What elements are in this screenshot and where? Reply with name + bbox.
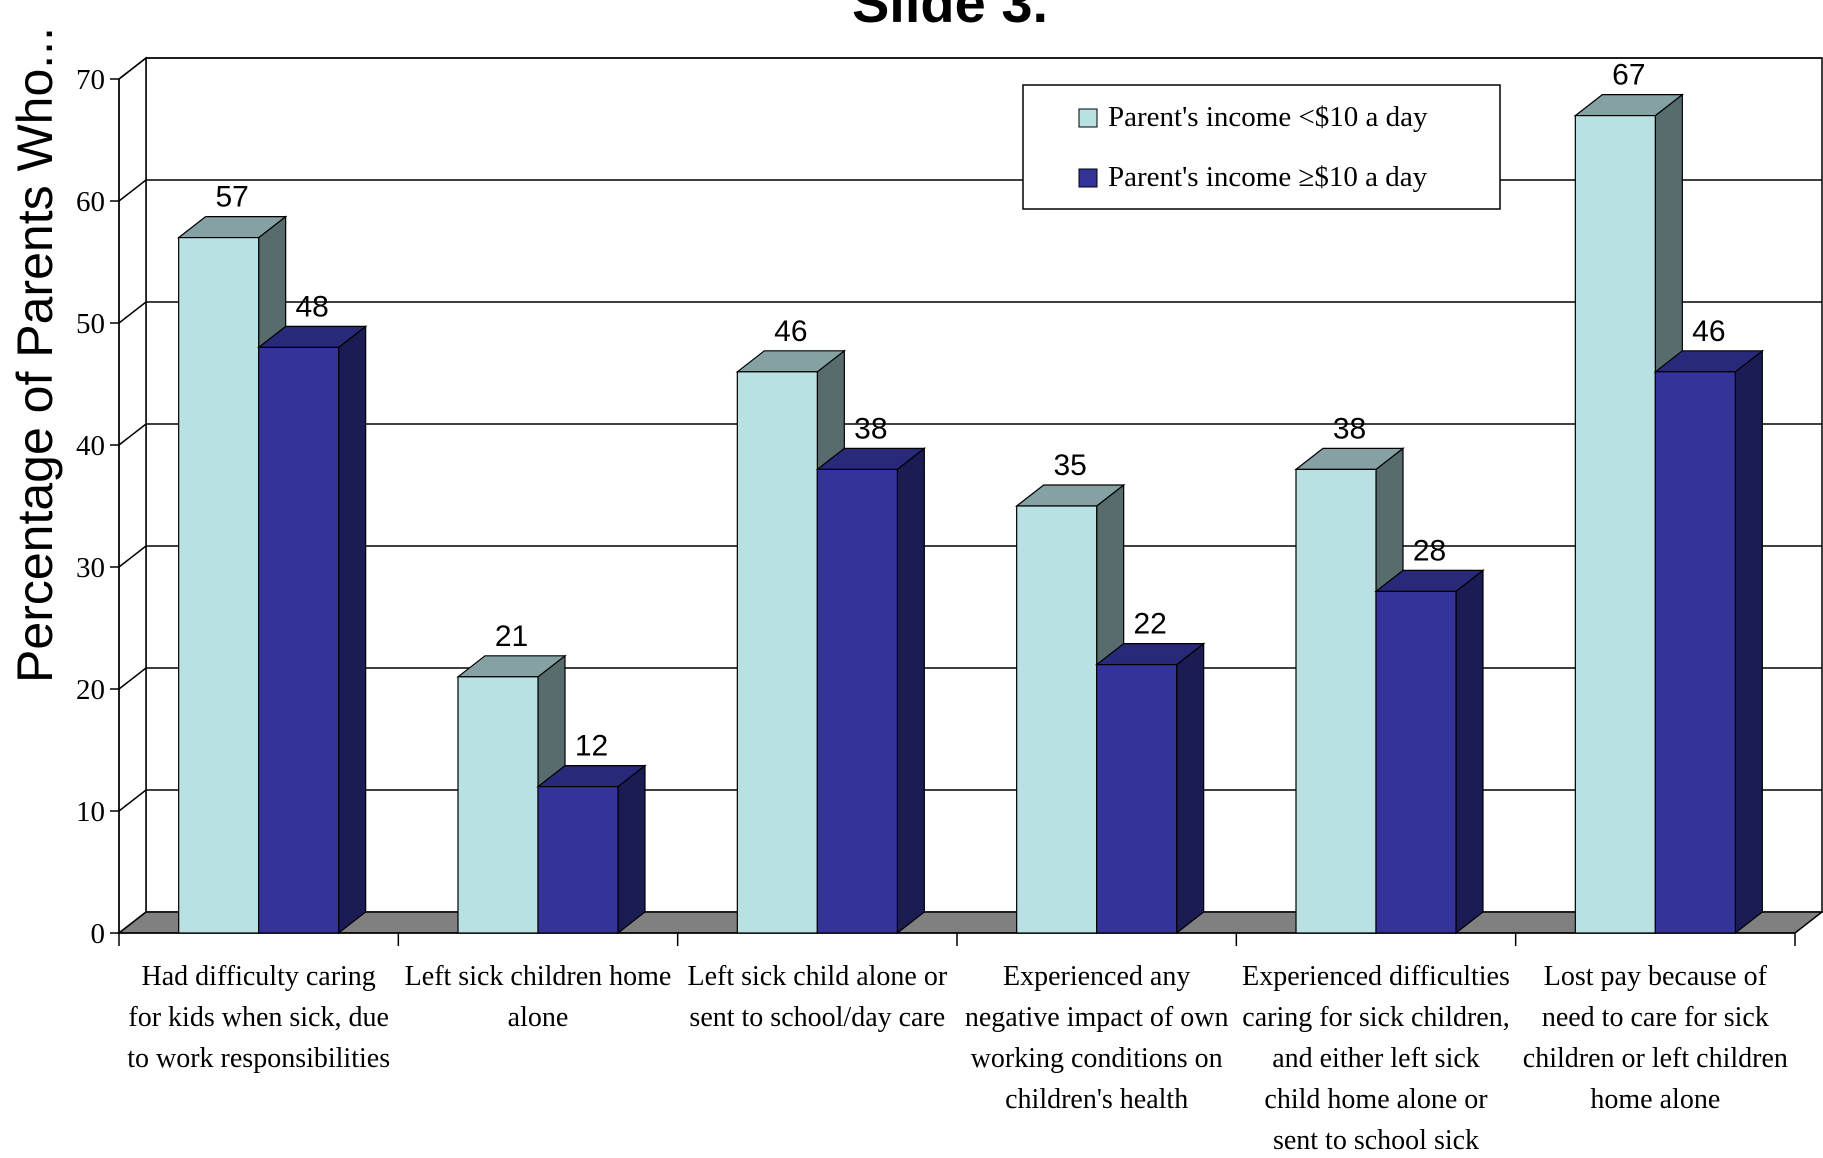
bars	[176, 93, 1765, 935]
bar-front	[736, 371, 818, 934]
bar-front	[457, 676, 539, 934]
y-tick-label: 70	[76, 64, 105, 96]
gridline-side	[118, 423, 147, 446]
x-tick-label-line: for kids when sick, due	[128, 1002, 389, 1033]
back-wall	[145, 57, 1823, 913]
bar-front	[816, 468, 898, 934]
data-label: 28	[1413, 534, 1446, 567]
bar-front	[537, 785, 619, 934]
x-tick-label-line: Lost pay because of	[1544, 961, 1768, 992]
x-tick-label: Experienced difficulties caring for sick …	[1242, 961, 1510, 1156]
x-tick-label-line: child home alone or	[1264, 1084, 1488, 1115]
x-tick-label: Left sick children home alone	[405, 961, 672, 1033]
x-tick-label: Left sick child alone or sent to school/d…	[687, 961, 947, 1033]
bar	[1094, 642, 1206, 935]
gridline-side	[118, 179, 147, 202]
x-tick-label-line: sent to school/day care	[689, 1002, 945, 1033]
x-tick-labels: Had difficulty caring for kids when sick,…	[127, 961, 1788, 1156]
legend-swatch-series-2	[1078, 168, 1098, 188]
y-tick-label: 0	[91, 918, 106, 950]
bar	[815, 447, 927, 935]
bar-front	[1295, 468, 1377, 934]
data-label: 22	[1133, 608, 1166, 641]
grid-lines	[118, 57, 1822, 812]
data-labels: 57 48 21 12 46 38 35 22 38 28 67 46	[215, 59, 1725, 763]
y-tick-label: 20	[76, 674, 105, 706]
x-tick-label-line: to work responsibilities	[127, 1043, 390, 1074]
bar-front	[1375, 590, 1457, 934]
x-tick-label-line: children's health	[1005, 1084, 1188, 1115]
x-tick-label: Had difficulty caring for kids when sick,…	[127, 961, 390, 1074]
x-tick-label: Lost pay because of need to care for sick…	[1523, 961, 1788, 1115]
x-tick-label-line: need to care for sick	[1542, 1002, 1769, 1033]
bar-side	[338, 325, 367, 935]
y-tick-label: 50	[76, 308, 105, 340]
bar-side	[617, 764, 646, 935]
data-label: 21	[495, 620, 528, 653]
bar-side	[1455, 569, 1484, 935]
bar-front	[258, 346, 340, 934]
data-label: 46	[774, 315, 807, 348]
data-label: 38	[1333, 412, 1366, 445]
x-tick-label-line: caring for sick children,	[1242, 1002, 1509, 1033]
x-tick-label-line: Left sick children home	[405, 961, 672, 992]
bar	[1374, 569, 1485, 935]
data-label: 12	[575, 730, 608, 763]
axes: 0 10 20 30 40 50 60 70	[76, 64, 1796, 950]
bar-side	[1176, 642, 1205, 935]
y-tick-label: 60	[76, 186, 105, 218]
legend-label-series-2: Parent's income ≥$10 a day	[1108, 161, 1428, 193]
gridline-side	[118, 57, 147, 80]
y-tick-label: 40	[76, 430, 105, 462]
x-tick-label: Experienced any negative impact of own wor…	[965, 961, 1229, 1115]
bar-front	[1574, 114, 1656, 934]
x-tick-label-line: and either left sick	[1272, 1043, 1480, 1074]
chart-title: Slide 3.	[852, 0, 1048, 34]
x-tick-label-line: sent to school sick	[1273, 1125, 1479, 1156]
bar-side	[1734, 349, 1763, 935]
x-tick-label-line: Had difficulty caring	[142, 961, 376, 992]
x-tick-label-line: home alone	[1590, 1084, 1720, 1115]
x-tick-label-line: negative impact of own	[965, 1002, 1229, 1033]
bar-front	[178, 237, 260, 934]
data-label: 57	[215, 181, 248, 214]
legend: Parent's income <$10 a day Parent's inco…	[1022, 84, 1501, 210]
gridline-side	[118, 789, 147, 812]
y-axis-label: Percentage of Parents Who...	[7, 27, 63, 683]
chart-back-walls	[118, 56, 1823, 935]
bar-front	[1096, 663, 1178, 934]
gridline-side	[118, 301, 147, 324]
chart-floor	[116, 911, 1823, 934]
legend-label-series-1: Parent's income <$10 a day	[1108, 101, 1428, 133]
data-label: 35	[1053, 449, 1086, 482]
data-label: 67	[1612, 59, 1645, 92]
bar	[536, 764, 647, 935]
gridline-side	[118, 545, 147, 568]
legend-box	[1022, 84, 1501, 210]
x-tick-label-line: Experienced any	[1003, 961, 1190, 992]
x-tick-label-line: alone	[508, 1002, 569, 1033]
bar	[256, 325, 368, 935]
y-tick-label: 10	[76, 796, 105, 828]
x-tick-label-line: children or left children	[1523, 1043, 1788, 1074]
legend-swatch-series-1	[1078, 108, 1098, 128]
data-label: 46	[1692, 315, 1725, 348]
bar-side	[896, 447, 925, 935]
x-tick-label-line: Experienced difficulties	[1242, 961, 1510, 992]
x-tick-label-line: Left sick child alone or	[687, 961, 947, 992]
bar-front	[1654, 371, 1736, 934]
floor	[116, 911, 1823, 934]
side-wall	[118, 56, 147, 935]
data-label: 48	[295, 290, 328, 323]
bar	[1653, 349, 1765, 935]
x-tick-label-line: working conditions on	[971, 1043, 1223, 1074]
gridline-side	[118, 667, 147, 690]
data-label: 38	[854, 412, 887, 445]
bar-front	[1016, 505, 1098, 934]
y-tick-label: 30	[76, 552, 105, 584]
